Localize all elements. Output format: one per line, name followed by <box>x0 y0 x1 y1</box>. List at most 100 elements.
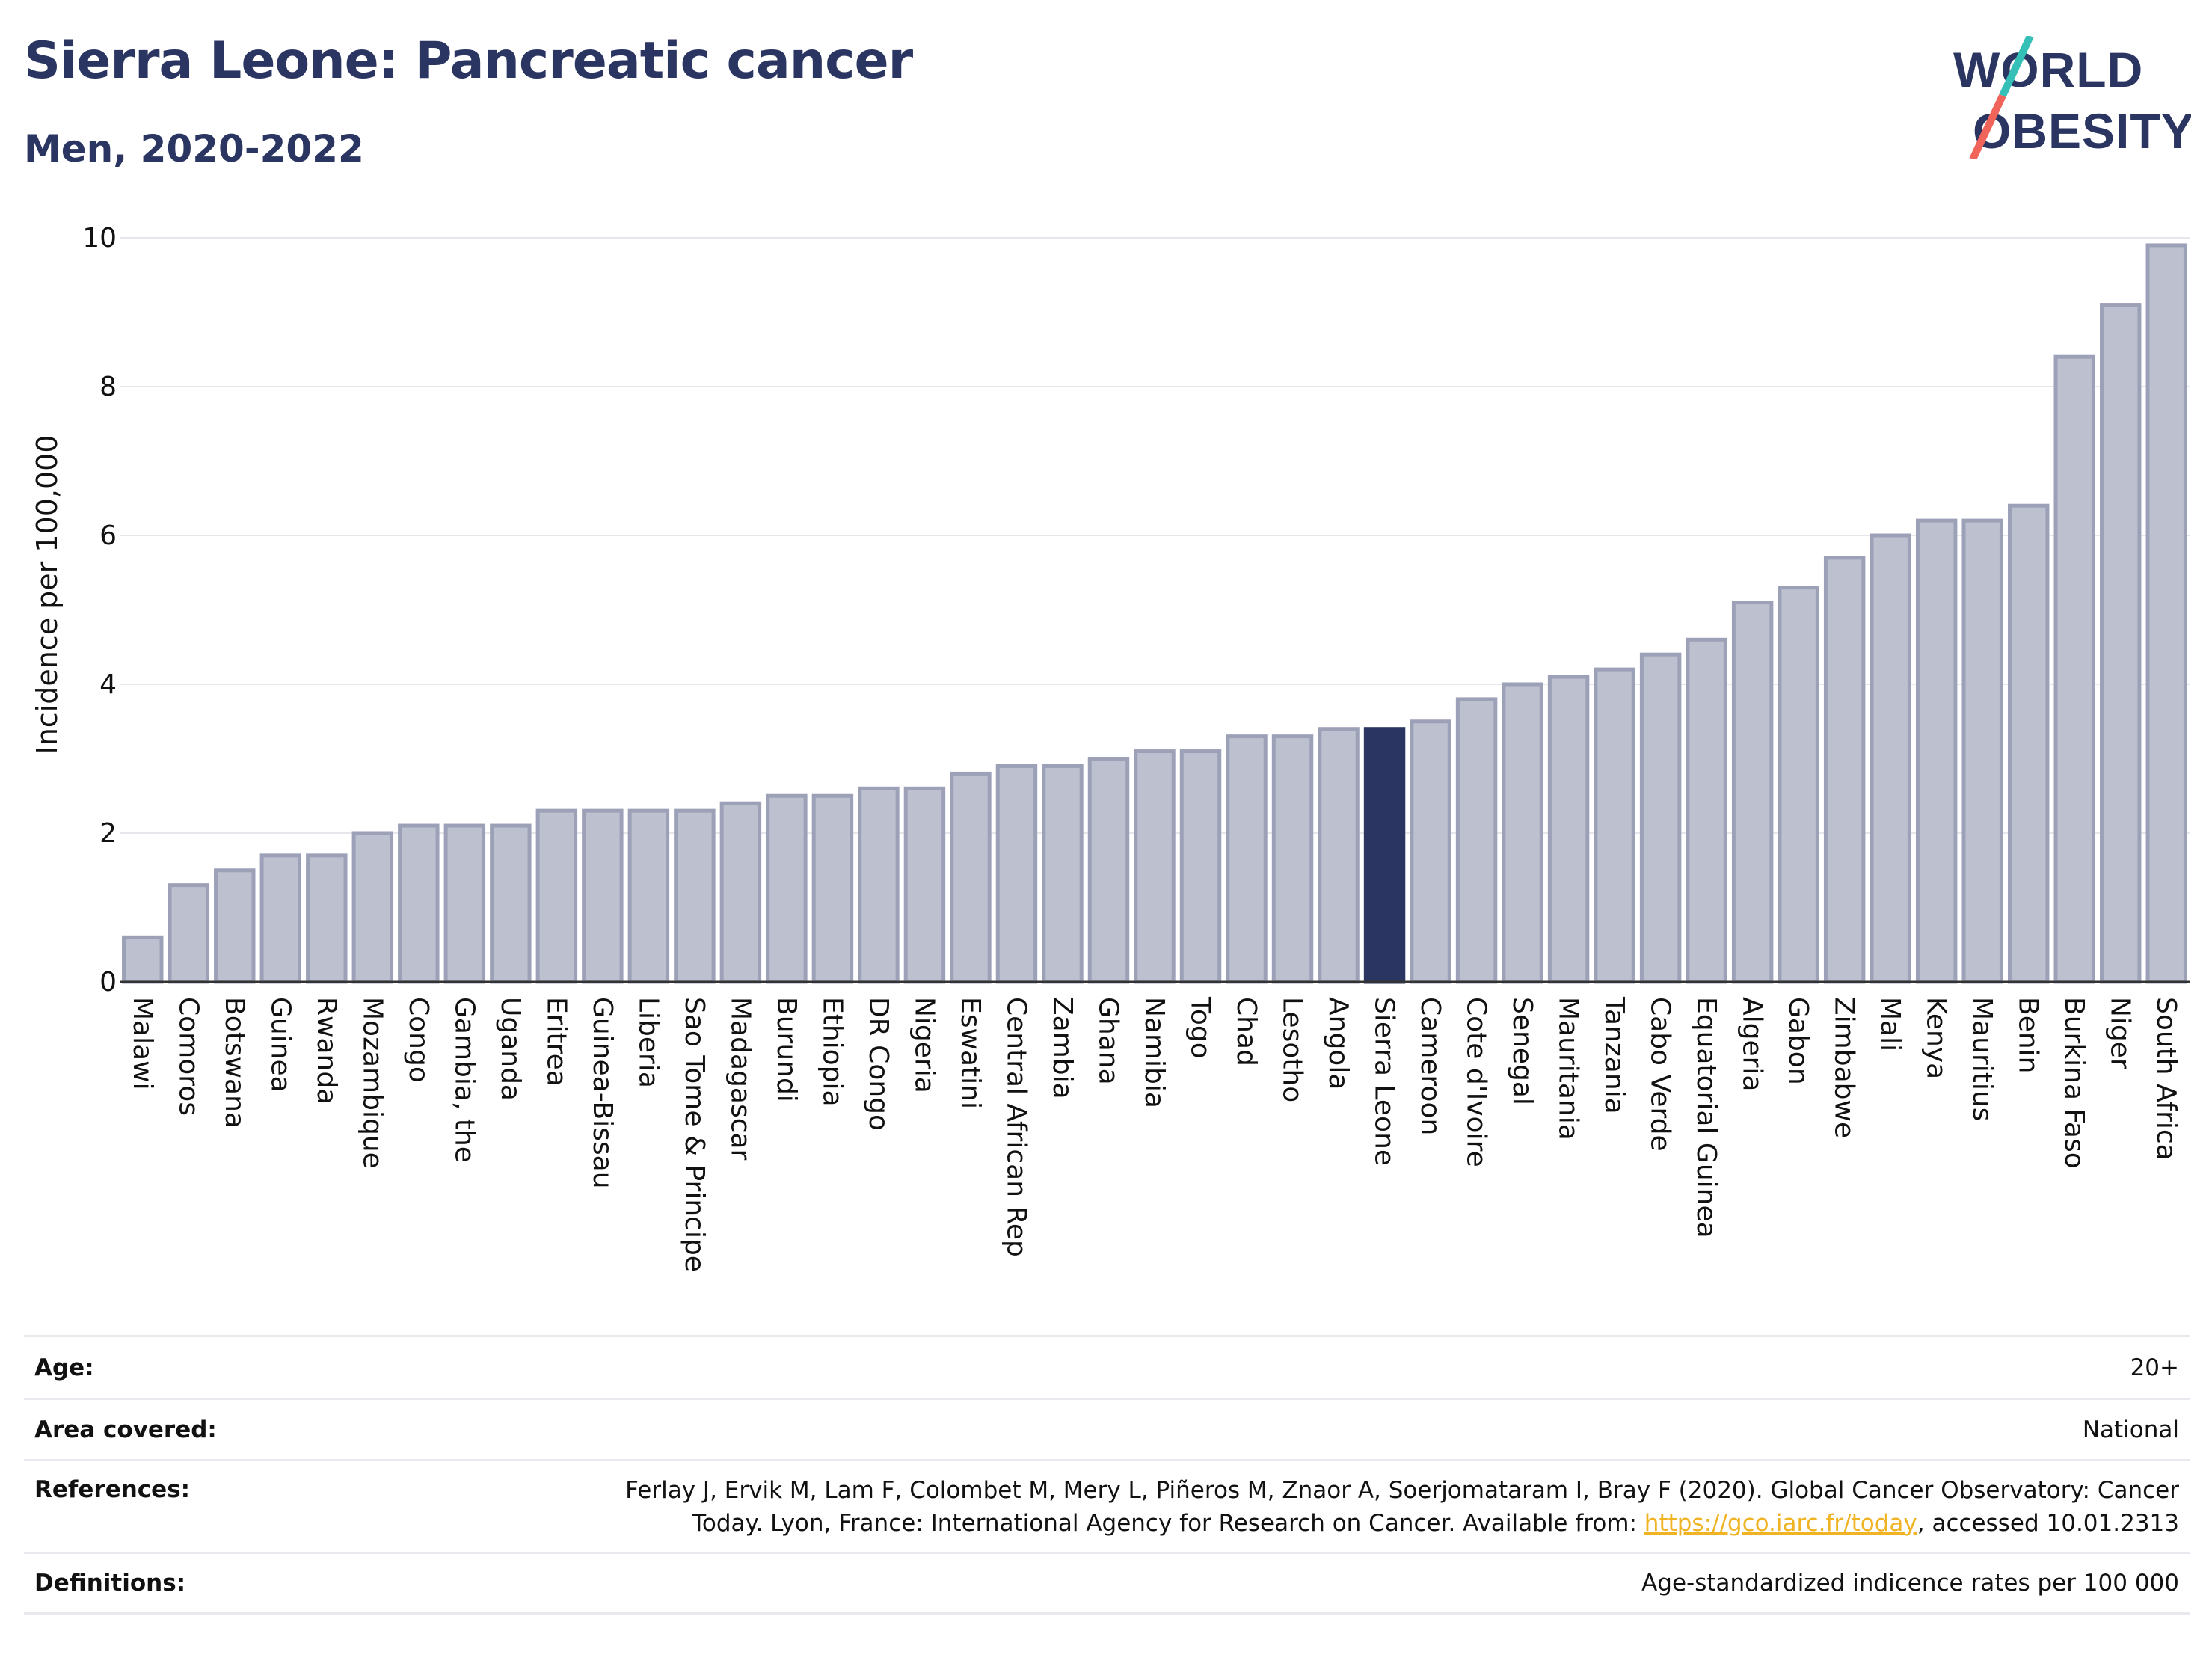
x-tick-label: Sierra Leone <box>1369 997 1400 1166</box>
bar <box>1961 518 2003 984</box>
references-accessed: , accessed 10.01.2313 <box>1917 1509 2179 1537</box>
bar <box>351 831 394 984</box>
x-tick-label: Angola <box>1323 997 1354 1090</box>
bar <box>2007 503 2050 984</box>
x-tick-label: Benin <box>2013 997 2044 1073</box>
y-tick-label: 8 <box>99 372 117 402</box>
bar <box>214 868 256 984</box>
references-value: Ferlay J, Ervik M, Lam F, Colombet M, Me… <box>609 1474 2179 1540</box>
x-tick-label: Togo <box>1185 996 1216 1059</box>
x-tick-label: Niger <box>2105 997 2136 1069</box>
y-tick-label: 0 <box>99 967 117 998</box>
definitions-label: Definitions: <box>34 1570 186 1597</box>
bar <box>490 823 532 984</box>
x-tick-label: Madagascar <box>725 997 755 1161</box>
bar <box>858 786 900 984</box>
bar <box>1778 586 1819 984</box>
bar <box>1686 637 1727 984</box>
x-tick-label: Cabo Verde <box>1645 997 1676 1152</box>
x-tick-label: Nigeria <box>909 997 939 1093</box>
bar <box>950 771 992 984</box>
bars <box>122 243 2187 984</box>
x-tick-label: Central African Rep <box>1001 997 1031 1257</box>
x-tick-label: Botswana <box>219 997 250 1129</box>
chart-footer: Age: 20+ Area covered: National Referenc… <box>24 1335 2190 1615</box>
x-tick-label: Mozambique <box>357 997 387 1169</box>
x-tick-label: DR Congo <box>863 997 894 1131</box>
x-tick-label: Gambia, the <box>449 997 479 1163</box>
bar <box>674 808 716 984</box>
chart-subtitle: Men, 2020-2022 <box>24 127 364 171</box>
bar <box>766 793 808 984</box>
y-axis-ticks: 0 2 4 6 8 10 <box>82 223 117 998</box>
x-tick-label: Sao Tome & Principe <box>679 997 710 1272</box>
references-link[interactable]: https://gco.iarc.fr/today <box>1644 1509 1917 1537</box>
y-axis-label: Incidence per 100,000 <box>31 435 64 754</box>
bar <box>1042 764 1084 984</box>
bar <box>1731 601 1774 984</box>
x-tick-label: Cote d'Ivoire <box>1461 997 1492 1167</box>
x-tick-label: Mali <box>1875 997 1905 1051</box>
bar <box>1455 697 1498 984</box>
bar <box>627 808 670 984</box>
y-tick-label: 4 <box>99 669 117 700</box>
bar <box>1087 757 1130 984</box>
bar <box>122 935 164 984</box>
bar <box>995 764 1038 984</box>
x-tick-label: Burundi <box>771 997 802 1102</box>
y-tick-label: 6 <box>99 521 117 551</box>
x-tick-label: Mauritius <box>1967 997 1997 1121</box>
x-tick-label: Ethiopia <box>817 997 847 1107</box>
bar <box>1318 727 1360 984</box>
age-label: Age: <box>34 1354 94 1381</box>
x-tick-label: Burkina Faso <box>2059 997 2089 1169</box>
bar <box>1823 556 1866 984</box>
x-tick-label: Eritrea <box>541 997 571 1087</box>
x-tick-label: Zambia <box>1047 997 1078 1099</box>
x-tick-label: Comoros <box>173 997 203 1116</box>
bar <box>1179 749 1222 984</box>
bar <box>2053 354 2095 984</box>
x-tick-label: Equatorial Guinea <box>1691 997 1721 1238</box>
bar <box>1226 734 1268 984</box>
x-tick-label: Algeria <box>1737 997 1768 1092</box>
footer-row-area: Area covered: National <box>24 1398 2190 1459</box>
bar <box>1502 682 1543 984</box>
bar <box>1547 675 1590 984</box>
definitions-value: Age-standardized indicence rates per 100… <box>1641 1570 2179 1597</box>
bar <box>398 823 440 984</box>
bar <box>1134 749 1176 984</box>
age-value: 20+ <box>2130 1354 2179 1381</box>
bar <box>2145 243 2187 984</box>
y-tick-label: 10 <box>82 223 117 254</box>
x-tick-label: Namibia <box>1139 997 1170 1108</box>
y-tick-label: 2 <box>99 818 117 849</box>
x-tick-label: Guinea-Bissau <box>587 997 618 1189</box>
x-tick-label: Kenya <box>1921 997 1952 1079</box>
x-tick-label: South Africa <box>2151 997 2181 1161</box>
footer-row-age: Age: 20+ <box>24 1335 2190 1398</box>
x-tick-label: Malawi <box>127 997 158 1090</box>
x-tick-label: Chad <box>1231 997 1262 1066</box>
x-tick-label: Cameroon <box>1415 997 1446 1135</box>
bar-highlight <box>1363 727 1406 984</box>
bar <box>1410 719 1451 984</box>
x-tick-label: Congo <box>403 997 434 1083</box>
bar <box>1594 667 1635 984</box>
bar <box>903 786 946 984</box>
bar <box>443 823 486 984</box>
references-text: Ferlay J, Ervik M, Lam F, Colombet M, Me… <box>625 1476 2179 1537</box>
bar <box>535 808 578 984</box>
x-tick-label: Senegal <box>1507 997 1537 1105</box>
chart-title: Sierra Leone: Pancreatic cancer <box>24 31 913 90</box>
bar <box>2100 303 2142 984</box>
bar <box>582 808 624 984</box>
bar <box>811 793 854 984</box>
bar <box>168 883 209 984</box>
bar <box>1639 652 1682 984</box>
x-tick-label: Liberia <box>633 997 663 1088</box>
svg-text:WORLD: WORLD <box>1953 42 2143 97</box>
bar <box>259 853 302 984</box>
x-tick-label: Zimbabwe <box>1829 997 1860 1138</box>
x-tick-label: Guinea <box>265 997 295 1093</box>
